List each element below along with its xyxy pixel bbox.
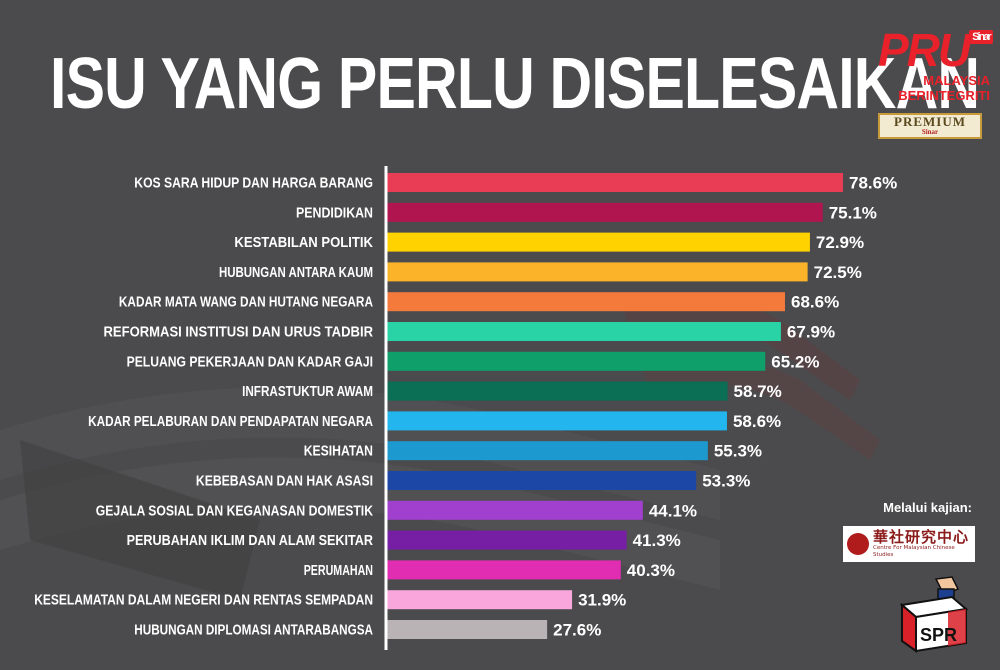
spr-text: SPR <box>920 625 957 645</box>
category-label: PELUANG PEKERJAAN DAN KADAR GAJI <box>127 354 373 370</box>
bar <box>387 381 728 401</box>
bar <box>387 202 823 222</box>
bar <box>387 232 810 252</box>
pru-logo: PRU Sinar MALAYSIA BERINTEGRITI <box>878 14 993 103</box>
value-label: 27.6% <box>553 621 601 640</box>
category-label: KEBEBASAN DAN HAK ASASI <box>196 474 373 490</box>
bar <box>387 560 621 580</box>
source-prefix: Melalui kajian: <box>883 500 972 515</box>
category-label: PERUMAHAN <box>304 563 373 579</box>
bar <box>387 262 808 282</box>
category-label: KOS SARA HIDUP DAN HARGA BARANG <box>134 176 373 192</box>
cmcs-name-cn: 華社研究中心 <box>873 528 970 546</box>
logo-line1: MALAYSIA <box>923 73 990 88</box>
category-label: KESELAMATAN DALAM NEGERI DAN RENTAS SEMP… <box>34 593 373 609</box>
category-label: HUBUNGAN ANTARA KAUM <box>219 265 373 281</box>
value-label: 31.9% <box>578 591 626 610</box>
page-title: ISU YANG PERLU DISELESAIKAN <box>50 44 980 124</box>
bar <box>387 441 708 461</box>
category-label: KADAR PELABURAN DAN PENDAPATAN NEGARA <box>88 414 373 430</box>
bars-group: KOS SARA HIDUP DAN HARGA BARANG 78.6% PEND… <box>34 173 897 640</box>
premium-sub: Sinar <box>921 128 939 136</box>
bar <box>387 173 843 192</box>
category-label: PENDIDIKAN <box>296 205 373 221</box>
value-label: 40.3% <box>627 561 675 580</box>
category-label: KADAR MATA WANG DAN HUTANG NEGARA <box>119 295 374 311</box>
value-label: 41.3% <box>633 531 681 550</box>
spr-logo: SPR <box>899 576 969 653</box>
value-label: 68.6% <box>791 293 839 312</box>
category-label: HUBUNGAN DIPLOMASI ANTARABANGSA <box>134 623 373 639</box>
value-label: 58.7% <box>734 382 782 401</box>
value-label: 72.5% <box>814 263 862 282</box>
bar <box>387 322 781 341</box>
seal-icon <box>847 533 869 555</box>
category-label: KESIHATAN <box>304 444 373 460</box>
value-label: 55.3% <box>714 442 762 461</box>
bar <box>387 471 697 490</box>
value-label: 44.1% <box>649 501 697 520</box>
category-label: GEJALA SOSIAL DAN KEGANASAN DOMESTIK <box>96 503 374 519</box>
category-label: REFORMASI INSTITUSI DAN URUS TADBIR <box>104 325 374 341</box>
cmcs-logo: 華社研究中心 Centre For Malaysian Chinese Stud… <box>843 526 975 562</box>
value-label: 67.9% <box>787 323 835 342</box>
bar <box>387 351 766 371</box>
value-label: 72.9% <box>816 233 864 252</box>
premium-label: PREMIUM <box>894 114 966 129</box>
bar <box>387 411 727 431</box>
value-label: 75.1% <box>829 203 877 222</box>
bar <box>387 292 785 312</box>
value-label: 53.3% <box>702 472 750 491</box>
bar <box>387 590 573 610</box>
category-label: INFRASTUKTUR AWAM <box>242 384 373 400</box>
bar <box>387 620 548 639</box>
value-label: 65.2% <box>771 352 819 371</box>
value-label: 78.6% <box>849 174 897 193</box>
cmcs-name-en: Centre For Malaysian Chinese Studies <box>873 545 955 558</box>
category-label: PERUBAHAN IKLIM DAN ALAM SEKITAR <box>127 533 374 549</box>
logo-line2: BERINTEGRITI <box>898 88 990 103</box>
value-label: 58.6% <box>733 412 781 431</box>
premium-badge: PREMIUM Sinar <box>878 113 982 139</box>
category-label: KESTABILAN POLITIK <box>234 235 373 251</box>
logo-brand: PRU <box>878 24 971 76</box>
logo-badge: Sinar <box>969 30 993 44</box>
bar <box>387 530 627 550</box>
bar <box>387 500 643 520</box>
